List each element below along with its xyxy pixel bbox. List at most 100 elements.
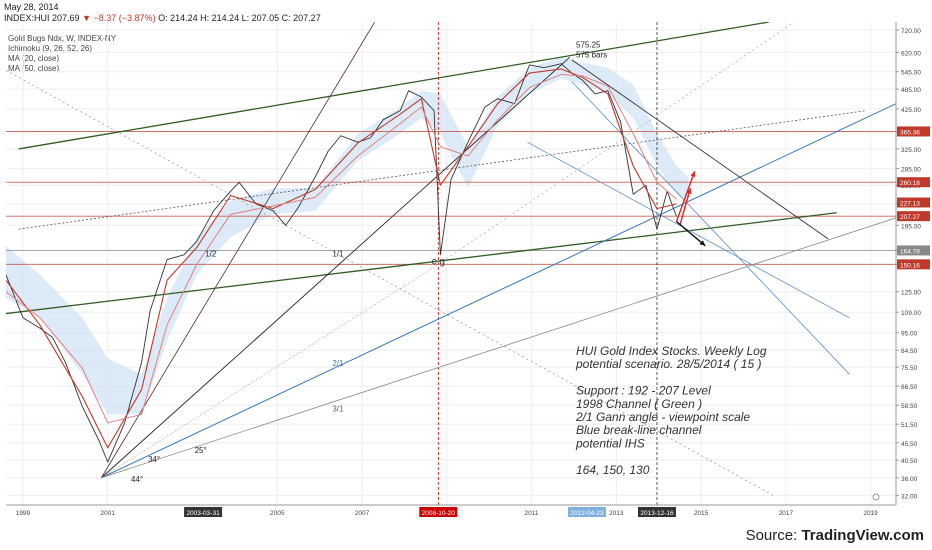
price-label-text: 207.27 [900, 214, 920, 221]
y-tick-label: 325.00 [901, 147, 921, 154]
note-line: 164, 150, 130 [576, 463, 650, 477]
price-label-box [897, 126, 930, 137]
trend-line-black-resistance [571, 59, 829, 240]
down-arrow [676, 220, 706, 247]
up-arrow-2 [679, 187, 692, 226]
note-line: 1998 Channel ( Green ) [576, 397, 702, 411]
angle-44-label: 44° [131, 475, 143, 484]
date-marker-box [568, 507, 607, 517]
date-marker-box [637, 507, 676, 517]
trend-line-gray-dotted-fan-2 [438, 22, 795, 265]
price-label-text: 164.79 [900, 248, 920, 255]
trend-line-dotted-mid [18, 110, 867, 230]
y-tick-label: 84.50 [901, 348, 918, 355]
indicator-ma50: MA (50, close) [8, 64, 60, 73]
cg-label: c g [432, 256, 445, 267]
trend-line-gann-2-1 [101, 103, 896, 479]
date-marker-text: 2008-10-20 [422, 510, 456, 517]
ma50-series [6, 73, 677, 424]
y-tick-label: 425.00 [901, 107, 921, 114]
y-tick-label: 51.50 [901, 422, 918, 429]
date-marker-box [184, 507, 223, 517]
y-tick-label: 95.00 [901, 331, 918, 338]
price-label-box [897, 259, 930, 270]
y-tick-label: 36.00 [901, 476, 918, 483]
up-arrow-1-head [690, 171, 696, 178]
x-tick-label: 2007 [355, 510, 370, 517]
y-tick-label: 545.00 [901, 70, 921, 77]
price-label-box [897, 177, 930, 188]
trend-line-gann-1-1 [101, 56, 570, 479]
price-label-text: 365.36 [900, 129, 920, 136]
indicator-ma20: MA (20, close) [8, 54, 60, 63]
trend-line-gann-2-1-dotted [101, 264, 439, 479]
gann-1-2-label: 1/2 [205, 250, 217, 259]
x-tick-label: 2001 [100, 510, 115, 517]
note-line: Support : 192 - 207 Level [576, 384, 711, 398]
gann-1-1-label: 1/1 [332, 250, 344, 259]
x-tick-label: 2015 [694, 510, 709, 517]
y-tick-label: 485.00 [901, 87, 921, 94]
price-change: −8.37 (−3.87%) [93, 13, 156, 23]
note-line: Blue break-line channel [576, 423, 702, 437]
x-tick-label: 2017 [779, 510, 794, 517]
date-marker-text: 2012-04-23 [570, 510, 604, 517]
y-tick-label: 45.50 [901, 441, 918, 448]
price-label-text: 150.16 [900, 262, 920, 269]
ma20-series [6, 68, 677, 449]
up-arrow-2-head [686, 188, 692, 195]
gann-2-1-label: 2/1 [332, 359, 344, 368]
x-tick-label: 1999 [16, 510, 31, 517]
trend-line-gann-1-2 [101, 22, 376, 478]
y-tick-label: 285.00 [901, 167, 921, 174]
header-quote: INDEX:HUI 207.69 ▼ −8.37 (−3.87%) O: 214… [4, 13, 321, 23]
settings-circle-icon [872, 493, 880, 501]
x-tick-label: 2019 [863, 510, 878, 517]
price-label-box [897, 245, 930, 256]
note-line: 2/1 Gann angle - viewpoint scale [575, 410, 750, 424]
angle-34-label: 34° [148, 455, 160, 464]
price-label-box [897, 197, 930, 208]
trend-line-green-upper [18, 22, 769, 150]
note-line: potential scenario. 28/5/2014 ( 15 ) [575, 357, 761, 371]
plot-area [6, 22, 896, 505]
price-label-text: 260.18 [900, 180, 920, 187]
angle-25-label: 25° [195, 446, 207, 455]
note-line: HUI Gold Index Stocks. Weekly Log [576, 344, 767, 358]
peak-bars-label: 575 bars [576, 50, 607, 59]
y-tick-label: 32.00 [901, 493, 918, 500]
trend-line-gann-3-1 [101, 217, 896, 479]
price-label-text: 227.13 [900, 200, 920, 207]
header-date: May 28, 2014 [4, 2, 59, 12]
trend-line-gray-dotted-fan [6, 70, 774, 496]
y-tick-label: 66.50 [901, 384, 918, 391]
trend-line-green-lower [6, 212, 837, 315]
ohlc: O: 214.24 H: 214.24 L: 207.05 C: 207.27 [158, 13, 321, 23]
x-tick-label: 2013 [609, 510, 624, 517]
date-marker-box [419, 507, 458, 517]
y-tick-label: 109.00 [901, 310, 921, 317]
last-price: 207.69 [52, 13, 80, 23]
date-marker-text: 2013-12-16 [640, 510, 674, 517]
y-tick-label: 75.50 [901, 365, 918, 372]
price-label-box [897, 211, 930, 222]
date-marker-text: 2003-03-31 [186, 510, 220, 517]
trend-line-blue-break-lower [571, 81, 850, 375]
y-tick-label: 620.00 [901, 50, 921, 57]
y-tick-label: 58.50 [901, 403, 918, 410]
x-tick-label: 2011 [525, 510, 539, 517]
y-tick-label: 720.00 [901, 28, 921, 35]
note-line: potential IHS [575, 436, 645, 450]
y-tick-label: 195.00 [901, 223, 921, 230]
source-credit: Source: TradingView.com [745, 527, 924, 544]
y-tick-label: 40.50 [901, 458, 918, 465]
indicator-ichimoku: Ichimoku (9, 26, 52, 26) [8, 44, 93, 53]
down-triangle-icon: ▼ [82, 13, 91, 23]
peak-value-label: 575.25 [576, 41, 601, 50]
gann-3-1-label: 3/1 [332, 405, 344, 414]
x-tick-label: 2005 [270, 510, 285, 517]
symbol: INDEX:HUI [4, 13, 50, 23]
trend-line-blue-break-upper [527, 141, 850, 319]
